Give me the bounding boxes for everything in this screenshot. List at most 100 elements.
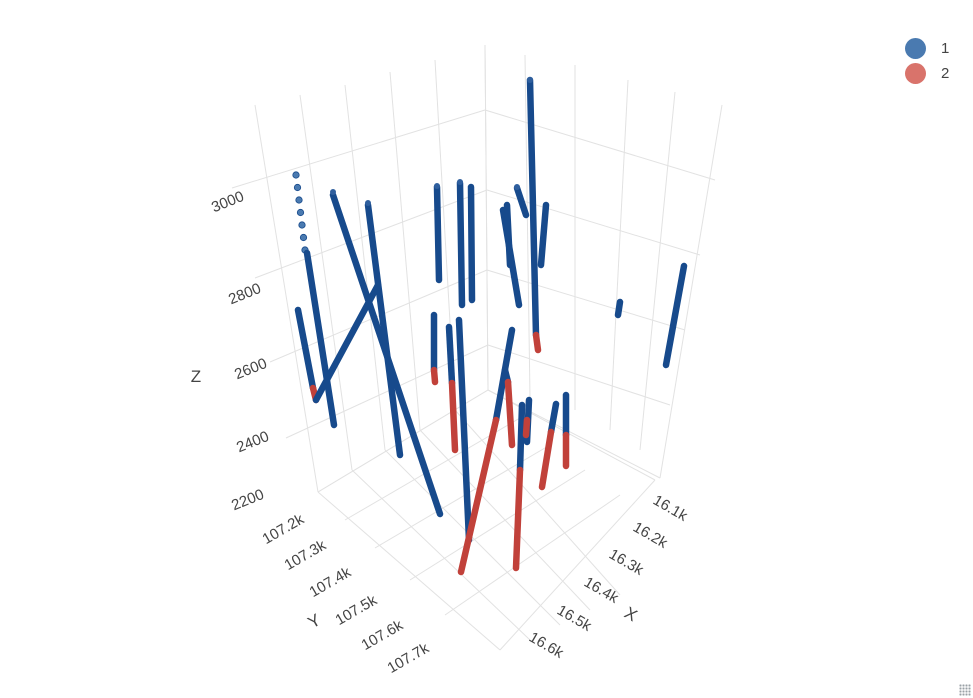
- y-tick-label: 107.3k: [281, 536, 329, 573]
- trace-segment-class-1[interactable]: [513, 184, 530, 219]
- trace-segment-class-1[interactable]: [503, 201, 514, 269]
- collar-point[interactable]: [330, 189, 336, 195]
- trace-segment-class-2[interactable]: [532, 331, 542, 354]
- collar-point[interactable]: [434, 183, 440, 189]
- drillhole-h9[interactable]: [456, 179, 466, 309]
- grid-line: [409, 469, 586, 581]
- grid-line: [444, 494, 621, 616]
- grid-line: [254, 104, 319, 493]
- drillhole-h7[interactable]: [445, 323, 459, 454]
- trace-segment-class-1[interactable]: [662, 262, 688, 369]
- sample-point[interactable]: [299, 233, 308, 242]
- collar-point[interactable]: [365, 200, 371, 206]
- drillhole-h18[interactable]: [512, 401, 526, 572]
- trace-segment-class-1[interactable]: [516, 401, 526, 474]
- drillhole-traces[interactable]: [292, 76, 688, 576]
- legend-marker: [905, 63, 926, 84]
- trace-segment-class-1[interactable]: [294, 306, 317, 392]
- grid-line: [344, 84, 386, 451]
- legend-label: 2: [941, 65, 950, 82]
- trace-segment-class-1[interactable]: [455, 316, 473, 544]
- drillhole-h17[interactable]: [501, 366, 516, 449]
- drillhole-h8[interactable]: [455, 316, 473, 544]
- z-tick-label: 2200: [229, 486, 266, 514]
- y-tick-label: 107.2k: [259, 510, 307, 547]
- trace-segment-class-2[interactable]: [457, 416, 500, 576]
- trace-segment-class-1[interactable]: [433, 183, 443, 284]
- drillhole-h21[interactable]: [522, 396, 533, 446]
- trace-segment-class-1[interactable]: [547, 400, 560, 436]
- trace-segment-class-1[interactable]: [303, 249, 338, 429]
- grid-line: [659, 104, 723, 479]
- drillhole-h14[interactable]: [503, 201, 514, 269]
- trace-segment-class-1[interactable]: [526, 76, 540, 339]
- collar-point[interactable]: [514, 184, 520, 190]
- sample-point[interactable]: [292, 171, 300, 179]
- legend-marker: [905, 38, 926, 59]
- drillhole-h1[interactable]: [292, 171, 338, 429]
- z-tick-label: 2600: [232, 355, 269, 383]
- grid-line: [487, 389, 656, 481]
- collar-point[interactable]: [527, 77, 533, 83]
- grid-line: [351, 469, 531, 641]
- trace-segment-class-1[interactable]: [456, 179, 466, 309]
- resize-handle[interactable]: [959, 684, 971, 696]
- sample-point[interactable]: [293, 183, 302, 192]
- grid-line: [486, 269, 686, 331]
- drillhole-h19[interactable]: [538, 400, 560, 491]
- y-tick-label: 107.6k: [358, 616, 406, 653]
- grid-line: [231, 109, 486, 189]
- trace-segment-class-2[interactable]: [522, 416, 531, 439]
- sample-point[interactable]: [295, 196, 303, 204]
- z-tick-label: 2400: [234, 428, 271, 456]
- collar-point[interactable]: [457, 179, 463, 185]
- y-tick-label: 107.5k: [332, 591, 380, 628]
- grid-line: [484, 109, 716, 181]
- x-tick-label: 16.3k: [606, 546, 647, 579]
- grid-line: [389, 71, 421, 431]
- drillhole-h11[interactable]: [526, 76, 542, 354]
- sample-point[interactable]: [296, 208, 305, 217]
- trace-segment-class-2[interactable]: [448, 379, 459, 454]
- legend-label: 1: [941, 40, 950, 57]
- drillhole-h23[interactable]: [662, 262, 688, 369]
- grid-line: [487, 344, 671, 406]
- trace-segment-class-1[interactable]: [445, 323, 456, 387]
- legend-item-2[interactable]: 2: [905, 61, 949, 86]
- x-axis-title: X: [621, 603, 640, 625]
- x-tick-label: 16.5k: [554, 602, 595, 635]
- drillhole-h6[interactable]: [430, 311, 439, 386]
- grid-line: [299, 94, 353, 471]
- trace-segment-class-1[interactable]: [467, 183, 476, 304]
- z-axis-title: Z: [191, 367, 201, 386]
- grid-line: [487, 389, 661, 479]
- trace-segment-class-1[interactable]: [364, 201, 404, 459]
- z-tick-label: 3000: [209, 188, 246, 216]
- trace-segment-class-1[interactable]: [537, 201, 550, 269]
- drillhole-h4[interactable]: [364, 201, 404, 459]
- drillhole-h5[interactable]: [433, 183, 443, 284]
- x-tick-label: 16.4k: [581, 574, 622, 607]
- trace-segment-class-2[interactable]: [538, 428, 555, 491]
- drillhole-h22[interactable]: [614, 298, 624, 319]
- grid-line: [317, 389, 489, 493]
- trace-segment-class-2[interactable]: [430, 366, 439, 386]
- grid-line: [499, 479, 656, 651]
- x-tick-label: 16.2k: [630, 519, 671, 552]
- y-tick-label: 107.4k: [306, 563, 354, 600]
- trace-segment-class-1[interactable]: [614, 298, 624, 319]
- drillhole-h16[interactable]: [457, 326, 516, 576]
- x-tick-label: 16.6k: [526, 629, 567, 662]
- drillhole-h10[interactable]: [467, 183, 476, 304]
- legend-item-1[interactable]: 1: [905, 36, 949, 61]
- grid-line: [609, 79, 629, 431]
- sample-point[interactable]: [298, 221, 306, 229]
- trace-segment-class-2[interactable]: [504, 378, 516, 449]
- trace-segment-class-2[interactable]: [512, 466, 524, 572]
- grid-line: [384, 449, 561, 626]
- x-tick-label: 16.1k: [650, 492, 691, 525]
- drillhole-h12[interactable]: [513, 184, 530, 219]
- drillhole-h15[interactable]: [537, 201, 550, 269]
